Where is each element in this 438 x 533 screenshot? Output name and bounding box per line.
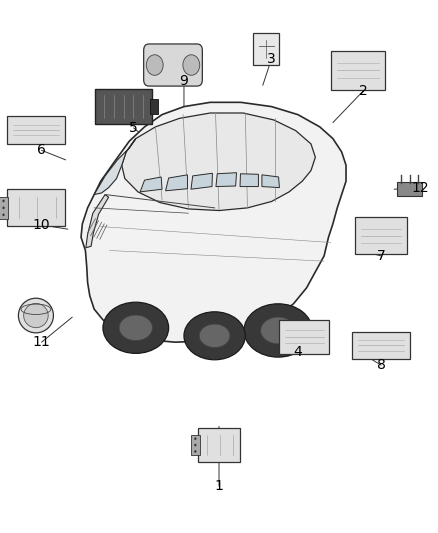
- FancyBboxPatch shape: [191, 435, 200, 455]
- Ellipse shape: [194, 450, 196, 453]
- Polygon shape: [191, 173, 212, 189]
- FancyBboxPatch shape: [144, 44, 202, 86]
- Ellipse shape: [3, 214, 5, 216]
- Ellipse shape: [3, 199, 5, 202]
- Polygon shape: [262, 175, 279, 188]
- Ellipse shape: [183, 55, 200, 75]
- FancyBboxPatch shape: [7, 189, 65, 226]
- Polygon shape: [86, 195, 109, 248]
- FancyBboxPatch shape: [198, 428, 240, 462]
- Text: 5: 5: [129, 121, 138, 135]
- Ellipse shape: [146, 55, 163, 75]
- Ellipse shape: [194, 443, 196, 446]
- Ellipse shape: [244, 304, 312, 357]
- Text: 12: 12: [412, 181, 429, 195]
- Ellipse shape: [184, 312, 245, 360]
- FancyBboxPatch shape: [95, 89, 152, 124]
- Polygon shape: [240, 174, 258, 187]
- Text: 3: 3: [267, 52, 276, 66]
- FancyBboxPatch shape: [253, 33, 279, 64]
- Ellipse shape: [18, 298, 53, 333]
- Text: 6: 6: [37, 143, 46, 157]
- Text: 10: 10: [33, 218, 50, 232]
- FancyBboxPatch shape: [279, 320, 329, 354]
- Text: 9: 9: [180, 74, 188, 88]
- Polygon shape: [140, 177, 162, 192]
- FancyBboxPatch shape: [331, 51, 385, 90]
- FancyBboxPatch shape: [0, 197, 8, 219]
- Polygon shape: [216, 173, 237, 187]
- Polygon shape: [122, 113, 315, 211]
- Text: 4: 4: [293, 345, 302, 359]
- Text: 7: 7: [377, 249, 385, 263]
- Ellipse shape: [199, 324, 230, 348]
- Ellipse shape: [261, 317, 296, 344]
- FancyBboxPatch shape: [397, 182, 422, 196]
- Polygon shape: [94, 139, 136, 195]
- Text: 11: 11: [33, 335, 50, 349]
- Text: 2: 2: [359, 84, 368, 98]
- FancyBboxPatch shape: [7, 116, 65, 144]
- Text: 1: 1: [215, 479, 223, 493]
- Ellipse shape: [194, 437, 196, 440]
- FancyBboxPatch shape: [355, 217, 407, 254]
- FancyBboxPatch shape: [150, 100, 158, 114]
- Polygon shape: [81, 102, 346, 342]
- Ellipse shape: [24, 303, 48, 328]
- Ellipse shape: [3, 207, 5, 209]
- Ellipse shape: [119, 315, 152, 341]
- Polygon shape: [166, 175, 187, 191]
- Text: 8: 8: [377, 358, 385, 372]
- FancyBboxPatch shape: [352, 332, 410, 359]
- Ellipse shape: [103, 302, 169, 353]
